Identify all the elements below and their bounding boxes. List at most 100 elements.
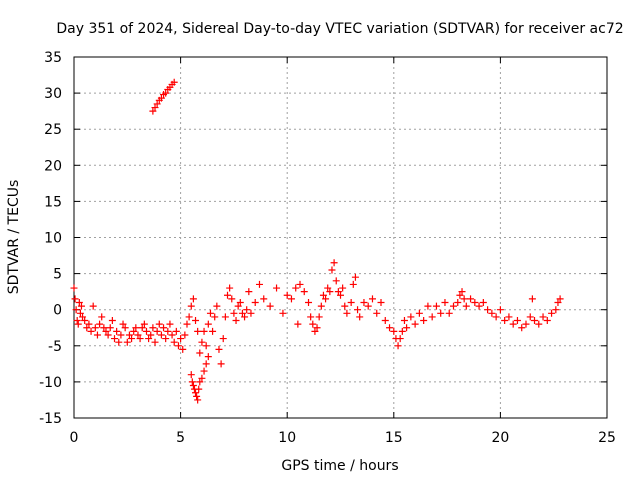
data-point [164, 327, 172, 335]
data-point [196, 378, 204, 386]
data-point [104, 331, 112, 339]
y-tick-label: -5 [48, 339, 62, 355]
data-point [339, 284, 347, 292]
data-point [232, 317, 240, 325]
data-point [539, 313, 547, 321]
data-point [215, 345, 223, 353]
data-point [204, 353, 212, 361]
data-point [471, 298, 479, 306]
data-point [484, 306, 492, 314]
data-point [531, 317, 539, 325]
data-point [300, 288, 308, 296]
data-point [377, 298, 385, 306]
data-point [174, 342, 182, 350]
data-point [381, 317, 389, 325]
x-tick-label: 5 [176, 430, 185, 446]
y-tick-label: -15 [39, 411, 62, 427]
data-point [360, 298, 368, 306]
data-point [313, 324, 321, 332]
data-point [351, 273, 359, 281]
data-point [330, 259, 338, 267]
data-point [102, 327, 110, 335]
data-point [138, 324, 146, 332]
data-point [403, 324, 411, 332]
data-point [132, 324, 140, 332]
data-point [294, 320, 302, 328]
data-point [394, 342, 402, 350]
data-point [192, 389, 200, 397]
data-point [76, 309, 84, 317]
data-point [398, 327, 406, 335]
data-point [98, 313, 106, 321]
y-tick-label: 10 [44, 231, 62, 247]
data-point [458, 288, 466, 296]
data-point [437, 309, 445, 317]
data-point [245, 288, 253, 296]
data-point [492, 313, 500, 321]
data-point [526, 313, 534, 321]
data-point [460, 295, 468, 303]
data-point [454, 298, 462, 306]
data-point [195, 385, 203, 393]
data-point [556, 295, 564, 303]
series-sdtvar [70, 78, 564, 404]
data-point [247, 309, 255, 317]
data-point [449, 302, 457, 310]
data-point [157, 94, 165, 102]
data-point [396, 335, 404, 343]
data-point [151, 338, 159, 346]
data-point [415, 309, 423, 317]
data-point [166, 320, 174, 328]
data-point [488, 309, 496, 317]
data-point [85, 320, 93, 328]
y-tick-label: 20 [44, 158, 62, 174]
data-point [119, 320, 127, 328]
chart-title: Day 351 of 2024, Sidereal Day-to-day VTE… [56, 21, 623, 37]
data-point [130, 327, 138, 335]
data-point [241, 313, 249, 321]
data-point [181, 331, 189, 339]
data-point [200, 367, 208, 375]
y-tick-label: 15 [44, 194, 62, 210]
data-point [354, 306, 362, 314]
data-point [140, 320, 148, 328]
data-point [535, 320, 543, 328]
x-axis-label: GPS time / hours [281, 458, 398, 474]
data-point [255, 280, 263, 288]
data-point [77, 302, 85, 310]
data-point [305, 298, 313, 306]
x-tick-label: 0 [70, 430, 79, 446]
data-point [279, 309, 287, 317]
data-point [332, 277, 340, 285]
data-point [319, 291, 327, 299]
data-point [518, 324, 526, 332]
data-point [230, 309, 238, 317]
y-tick-label: -10 [39, 375, 62, 391]
data-point [324, 284, 332, 292]
data-point [134, 331, 142, 339]
data-point [309, 320, 317, 328]
data-point [108, 317, 116, 325]
data-point [337, 291, 344, 299]
data-point [311, 327, 319, 335]
data-point [209, 327, 217, 335]
data-point [192, 317, 200, 325]
data-point [420, 317, 428, 325]
data-point [196, 349, 204, 357]
data-point [501, 317, 509, 325]
data-point [153, 327, 161, 335]
x-tick-label: 25 [598, 430, 616, 446]
data-point [326, 288, 334, 296]
data-point [194, 327, 202, 335]
y-tick-label: 30 [44, 86, 62, 102]
data-point [168, 331, 176, 339]
x-tick-label: 20 [491, 430, 509, 446]
data-point [522, 320, 530, 328]
data-point [111, 335, 119, 343]
data-point [187, 371, 195, 379]
data-point [198, 338, 206, 346]
data-point [89, 302, 97, 310]
data-point [189, 295, 197, 303]
data-point [234, 302, 242, 310]
